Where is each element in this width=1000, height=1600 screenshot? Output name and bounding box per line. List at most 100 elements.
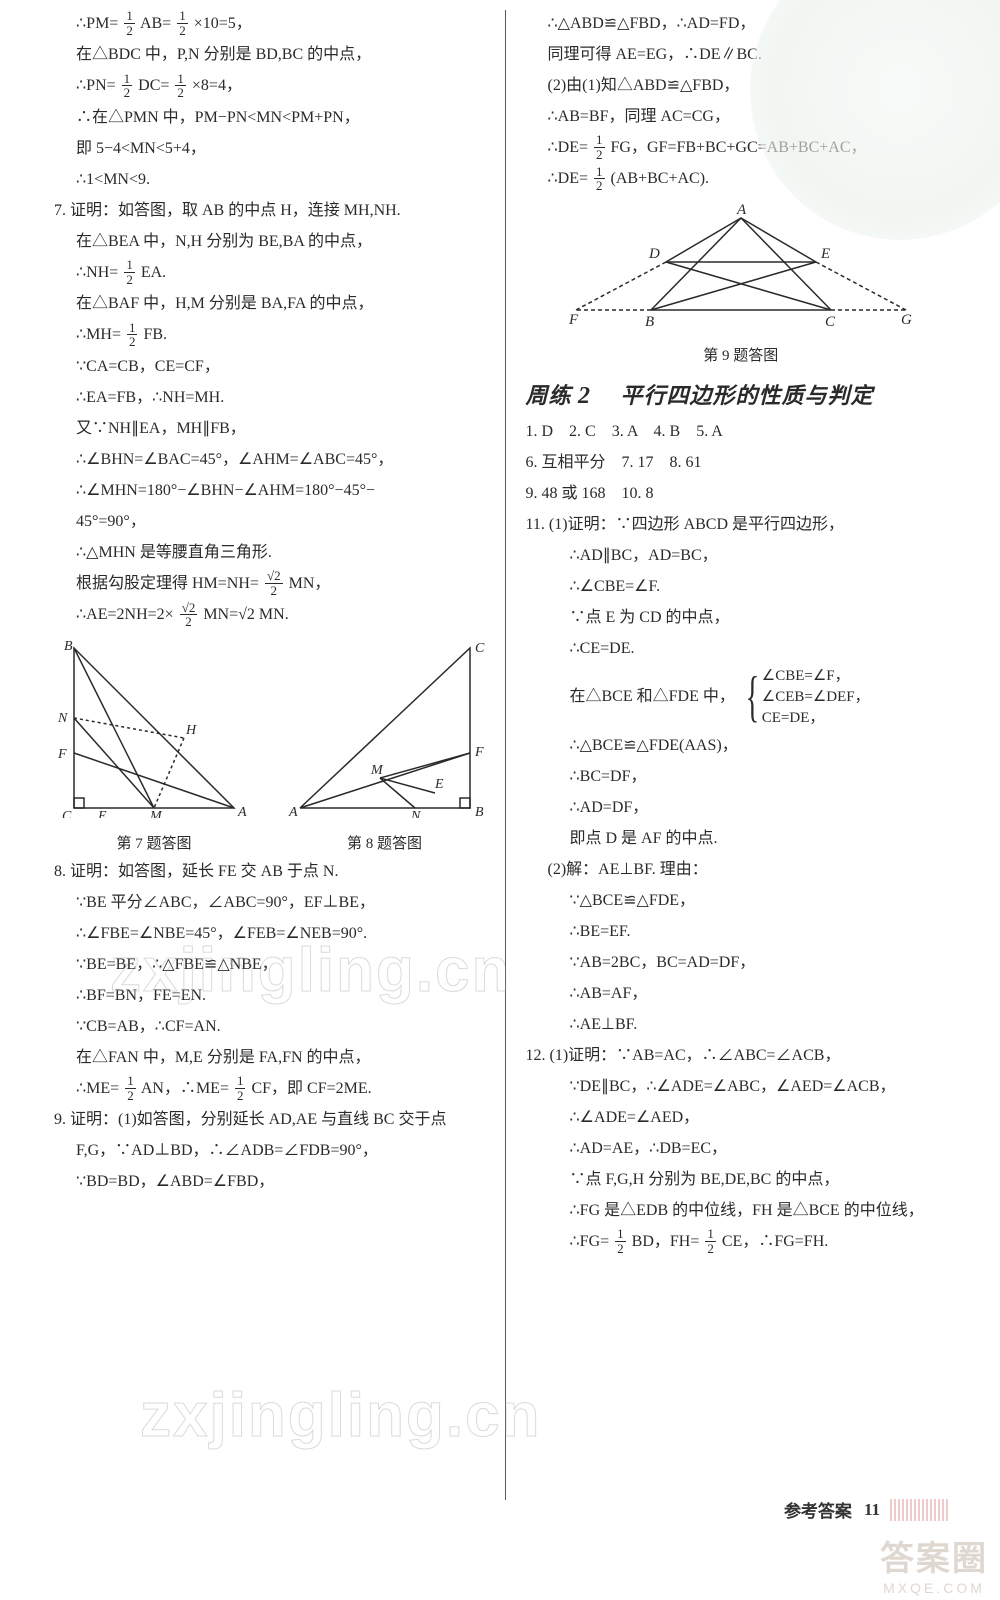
text: 在△BAF 中，H,M 分别是 BA,FA 的中点， — [54, 290, 485, 318]
figure-8-label: 第 8 题答图 — [285, 830, 485, 858]
figure-7-label: 第 7 题答图 — [54, 830, 254, 858]
section-title: 周练 2 平行四边形的性质与判定 — [526, 382, 957, 410]
fraction: 12 — [125, 1074, 136, 1102]
text: ∴FG 是△EDB 的中位线，FH 是△BCE 的中位线， — [526, 1197, 957, 1225]
text: ∴AE⊥BF. — [526, 1011, 957, 1039]
figure-8-svg: A N M E F B C — [285, 638, 485, 818]
fraction: 12 — [594, 133, 605, 161]
fraction: 12 — [615, 1227, 626, 1255]
figure-8: A N M E F B C 第 8 题答图 — [285, 638, 485, 858]
text: ∴FG= — [570, 1233, 610, 1250]
svg-text:H: H — [185, 723, 197, 738]
text: ∴∠MHN=180°−∠BHN−∠AHM=180°−45°− — [54, 477, 485, 505]
text: 45°=90°， — [54, 508, 485, 536]
stamp-big: 答案圈 — [880, 1531, 988, 1580]
brace-icon: { — [746, 669, 759, 725]
answers-line-2: 6. 互相平分 7. 17 8. 61 — [526, 449, 957, 477]
text: 又∵NH∥EA，MH∥FB， — [54, 415, 485, 443]
text: 根据勾股定理得 HM=NH= — [76, 575, 259, 592]
text: ∴1<MN<9. — [54, 166, 485, 194]
case-1: ∠CBE=∠F， — [762, 666, 870, 687]
stamp-small: MXQE.COM — [880, 1580, 988, 1596]
text: ∴在△PMN 中，PM−PN<MN<PM+PN， — [54, 104, 485, 132]
fraction: 12 — [235, 1074, 246, 1102]
text: ∵AB=2BC，BC=AD=DF， — [526, 949, 957, 977]
text: ∴BF=BN，FE=EN. — [54, 982, 485, 1010]
svg-text:G: G — [901, 312, 912, 328]
text: ∴NH= — [76, 264, 118, 281]
text: 即点 D 是 AF 的中点. — [526, 825, 957, 853]
text: ∴∠BHN=∠BAC=45°，∠AHM=∠ABC=45°， — [54, 446, 485, 474]
text: AB= — [140, 15, 171, 32]
svg-text:A: A — [288, 805, 298, 818]
text: ∴BE=EF. — [526, 918, 957, 946]
column-divider — [505, 10, 506, 1500]
text: CF，即 CF=2ME. — [251, 1080, 371, 1097]
text: ∵CA=CB，CE=CF， — [54, 353, 485, 381]
text: ∴MH= — [76, 326, 121, 343]
answers-line-3: 9. 48 或 168 10. 8 — [526, 480, 957, 508]
text: MN=√2 MN. — [203, 606, 288, 623]
figure-9-label: 第 9 题答图 — [561, 342, 921, 370]
section-prefix: 周练 — [526, 383, 572, 408]
svg-text:B: B — [64, 639, 73, 654]
case-3: CE=DE， — [762, 708, 870, 729]
svg-text:A: A — [237, 805, 247, 818]
text: ∴PM= — [76, 15, 118, 32]
svg-text:B: B — [645, 314, 654, 330]
svg-text:C: C — [825, 314, 836, 330]
text: AN，∴ME= — [141, 1080, 229, 1097]
text: 在△BDC 中，P,N 分别是 BD,BC 的中点， — [54, 41, 485, 69]
q9-head: 9. 证明：(1)如答图，分别延长 AD,AE 与直线 BC 交于点 — [54, 1106, 485, 1134]
text: ∵DE∥BC，∴∠ADE=∠ABC，∠AED=∠ACB， — [526, 1073, 957, 1101]
text: MN， — [289, 575, 331, 592]
text: ×8=4， — [192, 77, 242, 94]
text: ∴PN= — [76, 77, 116, 94]
text: ∵CB=AB，∴CF=AN. — [54, 1013, 485, 1041]
text: (AB+BC+AC). — [611, 170, 710, 187]
footer-label: 参考答案 — [784, 1497, 852, 1522]
q7-head: 7. 证明：如答图，取 AB 的中点 H，连接 MH,NH. — [54, 197, 485, 225]
q8-head: 8. 证明：如答图，延长 FE 交 AB 于点 N. — [54, 858, 485, 886]
fraction: √22 — [265, 569, 283, 597]
text: CE，∴FG=FH. — [722, 1233, 828, 1250]
figure-7: B N F C E M H A 第 7 题答图 — [54, 638, 254, 858]
svg-text:N: N — [57, 711, 68, 726]
text: ∴△MHN 是等腰直角三角形. — [54, 539, 485, 567]
text: 即 5−4<MN<5+4， — [54, 135, 485, 163]
fraction: 12 — [124, 9, 135, 37]
text: ∴ME= — [76, 1080, 119, 1097]
site-stamp: 答案圈 MXQE.COM — [880, 1531, 988, 1596]
fraction: √22 — [180, 601, 198, 629]
fraction: 12 — [127, 321, 138, 349]
fraction: 12 — [594, 165, 605, 193]
svg-text:M: M — [149, 809, 163, 818]
text: ∵BE 平分∠ABC，∠ABC=90°，EF⊥BE， — [54, 889, 485, 917]
footer: 参考答案 11 — [0, 1497, 1000, 1522]
text: ∴∠CBE=∠F. — [526, 573, 957, 601]
text: EA. — [141, 264, 166, 281]
text: ∴AE=2NH=2× — [76, 606, 174, 623]
text: BD，FH= — [632, 1233, 700, 1250]
text: ∴△BCE≌△FDE(AAS)， — [526, 732, 957, 760]
case-2: ∠CEB=∠DEF， — [762, 687, 870, 708]
text: ∵点 E 为 CD 的中点， — [526, 604, 957, 632]
text: ∴∠FBE=∠NBE=45°，∠FEB=∠NEB=90°. — [54, 920, 485, 948]
text: ∴DE= — [548, 139, 589, 156]
text: ∴BC=DF， — [526, 763, 957, 791]
svg-text:N: N — [410, 809, 421, 818]
text: F,G，∵AD⊥BD，∴∠ADB=∠FDB=90°， — [54, 1137, 485, 1165]
text: ∴AD∥BC，AD=BC， — [526, 542, 957, 570]
text: ∵BE=BE，∴△FBE≌△NBE， — [54, 951, 485, 979]
fraction: 12 — [177, 9, 188, 37]
text: 在△FAN 中，M,E 分别是 FA,FN 的中点， — [54, 1044, 485, 1072]
brace-row: 在△BCE 和△FDE 中， { ∠CBE=∠F， ∠CEB=∠DEF， CE=… — [526, 666, 957, 729]
footer-stripe-icon — [890, 1499, 950, 1521]
text: DC= — [138, 77, 169, 94]
page-number: 11 — [864, 1500, 880, 1520]
text: ∴CE=DE. — [526, 635, 957, 663]
svg-text:F: F — [474, 745, 484, 760]
svg-text:E: E — [97, 809, 107, 818]
svg-text:A: A — [736, 202, 747, 218]
answers-line-1: 1. D 2. C 3. A 4. B 5. A — [526, 418, 957, 446]
